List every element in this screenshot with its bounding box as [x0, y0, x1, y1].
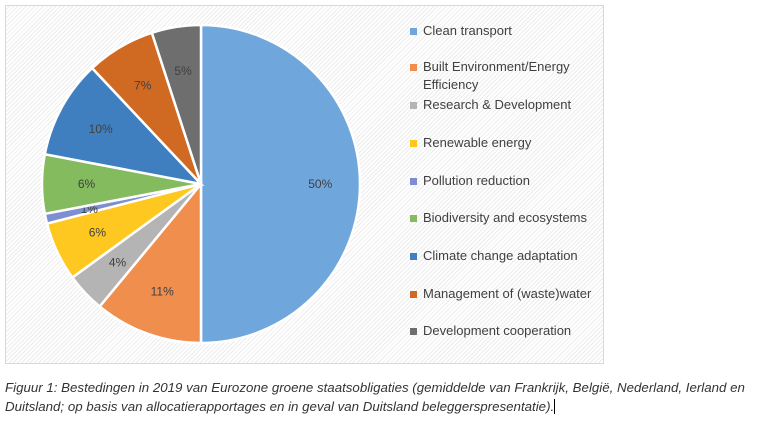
- legend-label: Biodiversity and ecosystems: [423, 210, 588, 225]
- data-label: 5%: [174, 64, 192, 78]
- data-label: 10%: [89, 122, 113, 136]
- data-label: 4%: [109, 255, 127, 269]
- data-label: 11%: [151, 285, 174, 299]
- figure-caption: Figuur 1: Bestedingen in 2019 van Eurozo…: [5, 378, 765, 416]
- legend-item: Biodiversity and ecosystems: [406, 209, 608, 227]
- legend-item: Renewable energy: [406, 134, 608, 152]
- legend-swatch: [410, 215, 417, 222]
- legend-item: Development cooperation: [406, 322, 608, 340]
- legend-swatch: [410, 178, 417, 185]
- legend-swatch: [410, 253, 417, 260]
- legend-swatch: [410, 328, 417, 335]
- legend-label: Development cooperation: [423, 323, 572, 338]
- pie-slice: [97, 180, 203, 345]
- pie-slice: [43, 66, 205, 186]
- text-cursor: [554, 399, 556, 414]
- pie-chart: 50%11%4%6%1%6%10%7%5%: [40, 23, 362, 345]
- legend-label: Climate change adaptation: [423, 248, 578, 263]
- legend-item: Management of (waste)water: [406, 285, 608, 303]
- legend-label: Management of (waste)water: [423, 286, 592, 301]
- legend-swatch: [410, 28, 417, 35]
- data-label: 6%: [89, 226, 107, 240]
- chart-area: 50% 11% 4% 6% 1% 6% 10% 7% 5% Clean transport Bui…: [5, 5, 604, 364]
- legend-item: Clean transport: [406, 22, 608, 40]
- legend-item: Pollution reduction: [406, 172, 608, 190]
- legend-label: Built Environment/Energy Efficiency: [423, 59, 570, 92]
- pie-slice: [150, 23, 203, 185]
- data-label: 50%: [308, 177, 332, 191]
- legend-label: Renewable energy: [423, 135, 532, 150]
- caption-text: Figuur 1: Bestedingen in 2019 van Eurozo…: [5, 380, 745, 414]
- legend-label: Research & Development: [423, 97, 572, 112]
- legend-item: Built Environment/Energy Efficiency: [406, 58, 608, 94]
- legend-label: Pollution reduction: [423, 173, 530, 188]
- legend-item: Climate change adaptation: [406, 247, 608, 265]
- legend-swatch: [410, 64, 417, 71]
- legend-swatch: [410, 291, 417, 298]
- legend-item: Research & Development: [406, 96, 608, 114]
- legend-swatch: [410, 102, 417, 109]
- legend-swatch: [410, 140, 417, 147]
- legend-label: Clean transport: [423, 23, 512, 38]
- pie-slice: [199, 23, 362, 345]
- data-label: 7%: [134, 78, 152, 92]
- data-label: 6%: [78, 177, 96, 191]
